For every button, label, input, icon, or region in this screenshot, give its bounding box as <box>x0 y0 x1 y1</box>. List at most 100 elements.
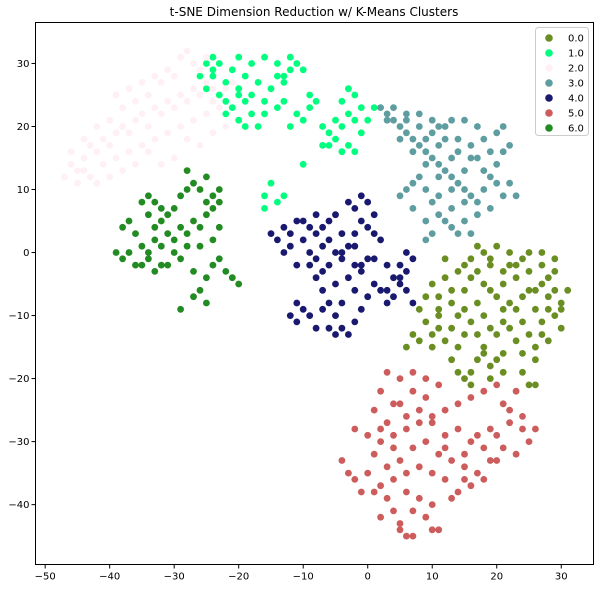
point-cluster-5.0-70 <box>351 425 359 433</box>
point-cluster-0.0-49 <box>486 261 494 269</box>
point-cluster-2.0-59 <box>170 154 178 162</box>
point-cluster-5.0-82 <box>377 513 384 521</box>
y-tick-label: −30 <box>8 437 29 448</box>
point-cluster-0.0-38 <box>403 343 410 351</box>
point-cluster-1.0-46 <box>267 179 275 187</box>
x-tick-label: −30 <box>164 572 185 583</box>
point-cluster-2.0-55 <box>183 135 191 143</box>
point-cluster-3.0-69 <box>448 223 455 231</box>
point-cluster-4.0-75 <box>403 286 410 294</box>
x-tick-label: −10 <box>293 572 314 583</box>
point-cluster-2.0-16 <box>164 97 172 105</box>
point-cluster-4.0-12 <box>345 242 352 250</box>
point-cluster-5.0-77 <box>461 476 468 483</box>
point-cluster-0.0-88 <box>525 381 533 389</box>
point-cluster-3.0-66 <box>428 198 436 206</box>
y-tick-label: −40 <box>8 500 29 511</box>
point-cluster-3.0-21 <box>493 129 501 137</box>
point-cluster-2.0-46 <box>177 53 185 61</box>
point-cluster-2.0-40 <box>164 129 172 137</box>
point-cluster-3.0-14 <box>467 192 475 200</box>
point-cluster-0.0-24 <box>512 305 520 313</box>
point-cluster-2.0-42 <box>190 116 197 124</box>
point-cluster-0.0-36 <box>415 337 423 345</box>
point-cluster-3.0-28 <box>403 110 410 118</box>
point-cluster-3.0-56 <box>499 123 507 130</box>
point-cluster-4.0-36 <box>396 261 404 269</box>
point-cluster-0.0-25 <box>499 318 507 326</box>
point-cluster-4.0-57 <box>351 205 359 212</box>
point-cluster-3.0-12 <box>454 179 462 187</box>
x-axis: −50 −40 −30 −20 −10 0 10 20 30 <box>35 564 568 583</box>
legend-marker <box>545 109 553 117</box>
point-cluster-3.0-0 <box>377 104 384 111</box>
x-tick-label: −50 <box>35 572 56 583</box>
point-cluster-6.0-12 <box>190 217 197 225</box>
point-cluster-0.0-86 <box>499 368 507 376</box>
point-cluster-3.0-4 <box>403 129 410 137</box>
point-cluster-0.0-44 <box>454 268 462 275</box>
point-cluster-2.0-69 <box>228 79 236 86</box>
point-cluster-1.0-34 <box>338 123 346 130</box>
point-cluster-0.0-42 <box>467 318 475 326</box>
point-cluster-3.0-54 <box>474 154 481 162</box>
point-cluster-1.0-17 <box>293 60 301 67</box>
point-cluster-2.0-44 <box>215 104 223 111</box>
x-tick-label: 10 <box>426 572 439 583</box>
point-cluster-1.0-45 <box>351 148 359 156</box>
point-cluster-0.0-11 <box>519 255 526 263</box>
point-cluster-6.0-52 <box>157 261 165 269</box>
point-cluster-3.0-24 <box>454 148 462 156</box>
point-cluster-4.0-51 <box>364 255 372 263</box>
point-cluster-2.0-66 <box>80 167 88 175</box>
point-cluster-1.0-21 <box>299 116 307 124</box>
point-cluster-0.0-57 <box>532 286 539 294</box>
point-cluster-6.0-43 <box>222 268 230 275</box>
point-cluster-0.0-41 <box>461 305 468 313</box>
point-cluster-3.0-29 <box>390 104 397 111</box>
legend-label: 6.0 <box>568 124 584 135</box>
point-cluster-3.0-67 <box>435 211 443 219</box>
point-cluster-0.0-12 <box>525 268 533 275</box>
point-cluster-4.0-38 <box>383 286 391 294</box>
point-cluster-5.0-50 <box>415 419 423 427</box>
point-cluster-4.0-4 <box>293 217 301 225</box>
point-cluster-3.0-18 <box>493 160 501 168</box>
point-cluster-4.0-64 <box>286 242 294 250</box>
point-cluster-6.0-48 <box>177 305 185 313</box>
point-cluster-5.0-13 <box>480 444 488 452</box>
point-cluster-3.0-36 <box>461 198 468 206</box>
point-cluster-3.0-30 <box>383 116 391 124</box>
point-cluster-3.0-68 <box>441 217 449 225</box>
point-cluster-5.0-17 <box>532 425 539 433</box>
point-cluster-4.0-54 <box>325 217 333 225</box>
point-cluster-1.0-40 <box>370 104 378 111</box>
point-cluster-5.0-52 <box>441 406 449 414</box>
point-cluster-0.0-59 <box>506 299 513 307</box>
point-cluster-0.0-18 <box>538 318 546 326</box>
point-cluster-0.0-82 <box>448 356 455 364</box>
point-cluster-1.0-14 <box>280 72 288 80</box>
point-cluster-3.0-11 <box>448 173 455 181</box>
point-cluster-6.0-55 <box>209 236 217 244</box>
point-cluster-5.0-80 <box>499 400 507 408</box>
point-cluster-4.0-65 <box>280 249 288 256</box>
point-cluster-3.0-75 <box>448 205 455 212</box>
point-cluster-0.0-14 <box>544 274 552 282</box>
legend-label: 4.0 <box>568 94 584 105</box>
point-cluster-0.0-32 <box>499 350 507 357</box>
point-cluster-5.0-71 <box>396 526 404 534</box>
point-cluster-5.0-59 <box>493 457 501 464</box>
point-cluster-5.0-75 <box>435 526 443 534</box>
point-cluster-5.0-84 <box>409 368 417 376</box>
point-cluster-2.0-53 <box>125 85 133 93</box>
point-cluster-5.0-58 <box>519 425 526 433</box>
point-cluster-0.0-10 <box>506 261 513 269</box>
point-cluster-2.0-41 <box>177 123 185 130</box>
point-cluster-1.0-5 <box>209 66 217 74</box>
point-cluster-0.0-4 <box>422 293 430 301</box>
point-cluster-1.0-41 <box>351 91 359 99</box>
point-cluster-4.0-61 <box>332 211 339 219</box>
point-cluster-0.0-77 <box>512 261 520 269</box>
